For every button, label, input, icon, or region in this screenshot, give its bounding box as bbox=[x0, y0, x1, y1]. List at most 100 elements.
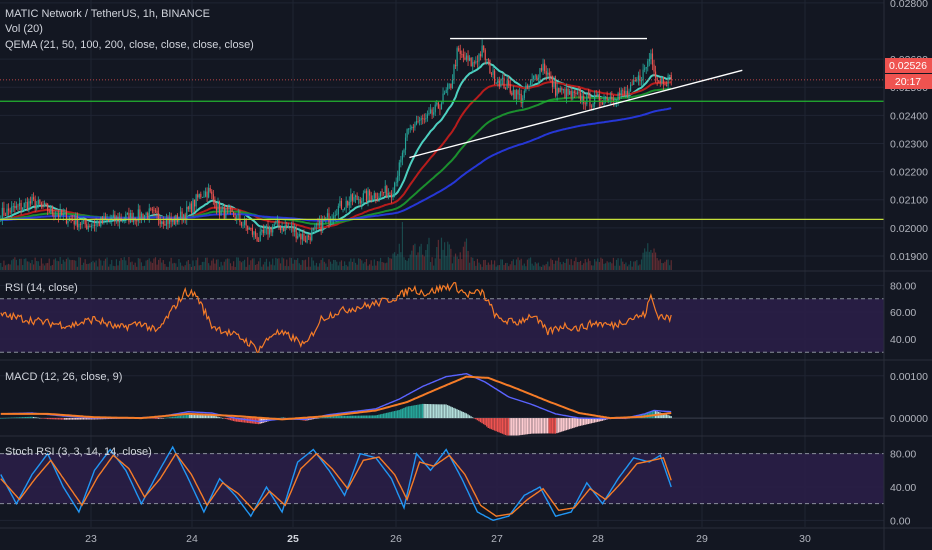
price-axis[interactable]: 0.028000.026000.025000.024000.023000.022… bbox=[890, 0, 928, 527]
candle-body bbox=[312, 227, 314, 230]
volume-bar bbox=[451, 263, 454, 270]
macd-histogram-bar bbox=[240, 418, 243, 423]
macd-histogram-bar bbox=[582, 418, 585, 426]
macd-histogram-bar bbox=[281, 417, 283, 419]
horizontal-levels[interactable] bbox=[0, 79, 884, 221]
trendlines[interactable] bbox=[409, 37, 743, 159]
macd-histogram-bar bbox=[568, 418, 571, 430]
candle-body bbox=[662, 77, 664, 84]
volume-bar bbox=[254, 264, 257, 270]
candle-body bbox=[65, 212, 67, 224]
macd-histogram-bar bbox=[157, 418, 160, 419]
ascending-trendline[interactable] bbox=[409, 69, 743, 159]
volume-bar bbox=[240, 262, 243, 270]
volume-bar bbox=[354, 262, 357, 270]
macd-histogram-bar bbox=[546, 418, 549, 434]
volume-bar bbox=[594, 259, 596, 270]
macd-pane[interactable] bbox=[0, 372, 884, 437]
volume-bar bbox=[203, 261, 205, 270]
candle-body bbox=[86, 224, 88, 230]
volume-bar bbox=[83, 262, 85, 270]
volume-bar bbox=[14, 257, 16, 270]
candle-body bbox=[97, 221, 99, 223]
macd-legend[interactable]: MACD (12, 26, close, 9) bbox=[5, 371, 122, 383]
macd-histogram-bar bbox=[584, 418, 586, 425]
volume-bar bbox=[336, 261, 338, 270]
candle-body bbox=[267, 226, 269, 235]
candle-body bbox=[158, 213, 160, 220]
rsi-pane[interactable] bbox=[0, 281, 672, 353]
stoch-rsi-legend[interactable]: Stoch RSI (3, 3, 14, 14, close) bbox=[5, 446, 152, 458]
volume-bar bbox=[523, 263, 525, 270]
volume-legend[interactable]: Vol (20) bbox=[5, 23, 43, 35]
candle-body bbox=[392, 192, 394, 198]
macd-histogram-bar bbox=[596, 418, 599, 422]
time-axis[interactable]: 23 24 25 26 27 28 29 30 bbox=[85, 533, 811, 545]
volume-bar bbox=[34, 257, 36, 270]
volume-bar bbox=[314, 265, 316, 270]
candle-body bbox=[314, 225, 316, 228]
volume-bar bbox=[486, 265, 488, 270]
symbol-title[interactable]: MATIC Network / TetherUS, 1h, BINANCE bbox=[5, 8, 210, 20]
macd-histogram-bar bbox=[539, 418, 541, 434]
candle-body bbox=[14, 206, 16, 209]
macd-histogram-bar bbox=[82, 418, 85, 420]
rsi-legend[interactable]: RSI (14, close) bbox=[5, 282, 78, 294]
candle-body bbox=[628, 91, 630, 95]
candle-body bbox=[84, 218, 86, 225]
qema-legend[interactable]: QEMA (21, 50, 100, 200, close, close, cl… bbox=[5, 39, 254, 51]
macd-histogram-bar bbox=[562, 418, 564, 432]
macd-histogram-bar bbox=[434, 404, 436, 419]
candle-body bbox=[200, 193, 202, 198]
macd-histogram-bar bbox=[3, 417, 5, 419]
candle-body bbox=[651, 53, 654, 65]
volume-bar bbox=[637, 265, 639, 270]
candle-body bbox=[344, 207, 346, 210]
candle-body bbox=[201, 197, 203, 198]
macd-histogram-bar bbox=[570, 418, 572, 429]
candle-body bbox=[387, 192, 389, 198]
macd-histogram-bar bbox=[506, 418, 508, 436]
candle-body bbox=[462, 54, 464, 58]
candle-body bbox=[273, 224, 275, 227]
volume-bar bbox=[209, 265, 211, 270]
candle-body bbox=[372, 198, 374, 200]
candle-body bbox=[520, 93, 522, 104]
volume-bar bbox=[311, 257, 313, 270]
volume-bar bbox=[184, 265, 186, 270]
macd-histogram-bar bbox=[382, 413, 385, 419]
candle-body bbox=[370, 195, 372, 200]
volume-bar bbox=[497, 265, 499, 270]
macd-histogram-bar bbox=[468, 415, 471, 419]
candle-body bbox=[459, 50, 461, 54]
macd-histogram-bar bbox=[42, 418, 44, 419]
volume-bar bbox=[519, 260, 521, 270]
candlesticks[interactable] bbox=[0, 39, 672, 245]
stoch-rsi-pane[interactable] bbox=[0, 445, 672, 522]
candle-body bbox=[534, 75, 536, 77]
volume-bar bbox=[520, 258, 522, 270]
candle-body bbox=[601, 102, 604, 105]
candle-body bbox=[320, 220, 322, 232]
macd-histogram-bar bbox=[665, 414, 668, 419]
volume-bar bbox=[39, 265, 41, 270]
volume-bar bbox=[556, 260, 558, 270]
macd-histogram-bar bbox=[387, 412, 389, 419]
macd-histogram-bar bbox=[192, 414, 194, 419]
candle-body bbox=[190, 203, 193, 213]
macd-histogram-bar bbox=[243, 418, 246, 423]
volume-bar bbox=[379, 257, 382, 270]
candle-body bbox=[95, 222, 97, 226]
volume-bar bbox=[483, 260, 485, 270]
macd-histogram-bar bbox=[17, 417, 19, 419]
candle-body bbox=[61, 209, 63, 216]
volume-bar bbox=[662, 263, 664, 270]
candle-body bbox=[28, 201, 30, 210]
macd-histogram-bar bbox=[328, 416, 330, 419]
candle-body bbox=[54, 215, 57, 217]
volume-bar bbox=[15, 259, 17, 270]
volume-bar bbox=[43, 265, 46, 270]
macd-histogram-bar bbox=[603, 418, 605, 421]
